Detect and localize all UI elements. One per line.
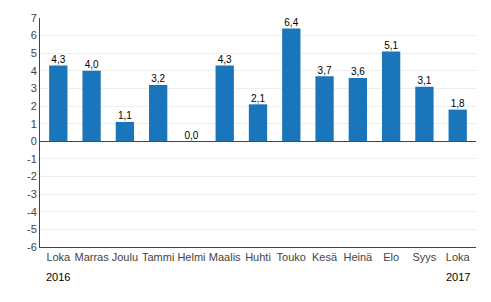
svg-text:Syys: Syys — [412, 251, 436, 263]
svg-text:2,1: 2,1 — [251, 93, 265, 104]
svg-text:Tammi: Tammi — [142, 251, 174, 263]
svg-text:-2: -2 — [27, 170, 37, 182]
svg-text:5,1: 5,1 — [384, 40, 398, 51]
svg-text:7: 7 — [31, 12, 37, 24]
svg-text:4,3: 4,3 — [51, 54, 65, 65]
svg-text:1,8: 1,8 — [451, 98, 465, 109]
svg-text:Elo: Elo — [383, 251, 399, 263]
svg-text:Heinä: Heinä — [343, 251, 373, 263]
svg-text:3: 3 — [31, 82, 37, 94]
svg-text:3,7: 3,7 — [318, 65, 332, 76]
svg-text:Touko: Touko — [277, 251, 306, 263]
svg-text:0: 0 — [31, 135, 37, 147]
svg-text:Joulu: Joulu — [112, 251, 138, 263]
svg-text:Helmi: Helmi — [177, 251, 205, 263]
svg-text:4,3: 4,3 — [218, 54, 232, 65]
svg-text:Marras: Marras — [74, 251, 109, 263]
svg-text:4,0: 4,0 — [85, 59, 99, 70]
svg-text:2: 2 — [31, 100, 37, 112]
svg-text:3,6: 3,6 — [351, 66, 365, 77]
svg-text:Maalis: Maalis — [209, 251, 241, 263]
svg-text:4: 4 — [31, 65, 37, 77]
svg-text:Kesä: Kesä — [312, 251, 338, 263]
svg-text:2016: 2016 — [46, 271, 70, 283]
svg-text:6,4: 6,4 — [284, 17, 298, 28]
svg-text:-5: -5 — [27, 223, 37, 235]
svg-text:-1: -1 — [27, 153, 37, 165]
svg-text:-3: -3 — [27, 188, 37, 200]
svg-text:Loka: Loka — [46, 251, 71, 263]
svg-text:6: 6 — [31, 29, 37, 41]
svg-text:3,1: 3,1 — [417, 75, 431, 86]
svg-text:Loka: Loka — [446, 251, 471, 263]
svg-text:2017: 2017 — [446, 271, 470, 283]
svg-text:Huhti: Huhti — [245, 251, 271, 263]
svg-text:5: 5 — [31, 47, 37, 59]
svg-text:1: 1 — [31, 118, 37, 130]
svg-text:-6: -6 — [27, 241, 37, 253]
svg-text:3,2: 3,2 — [151, 73, 165, 84]
svg-text:-4: -4 — [27, 206, 37, 218]
svg-text:1,1: 1,1 — [118, 110, 132, 121]
svg-text:0,0: 0,0 — [184, 130, 198, 141]
